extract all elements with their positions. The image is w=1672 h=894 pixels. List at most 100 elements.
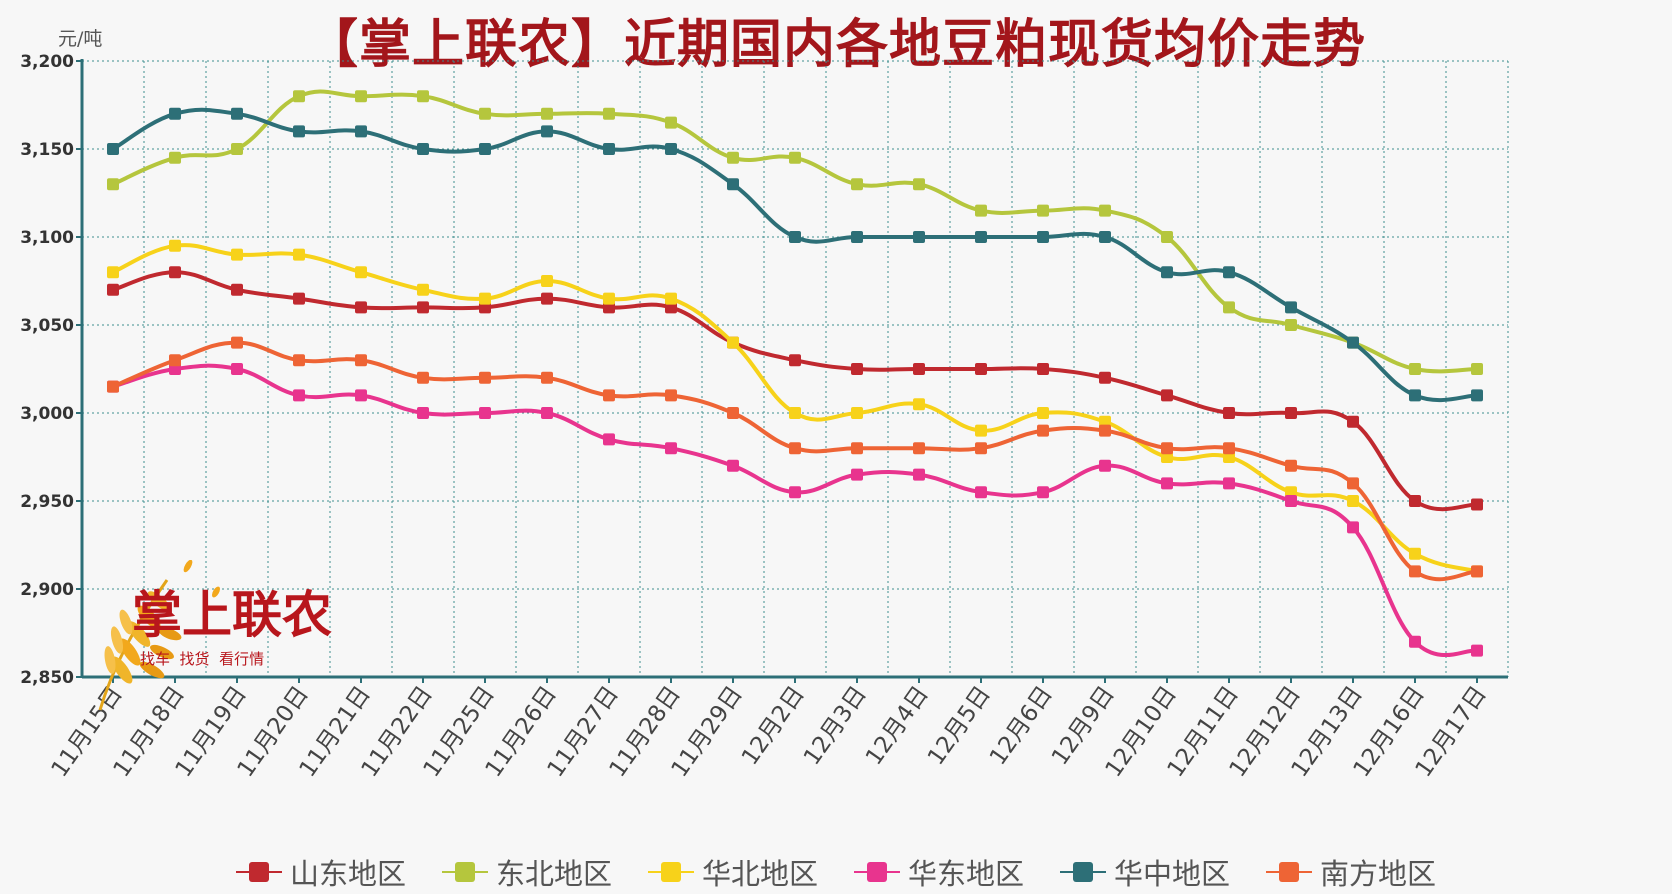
data-point [1161,477,1173,490]
data-point [975,231,987,243]
data-point [1471,644,1483,657]
data-point [417,90,429,103]
data-point [1285,459,1297,472]
data-point [1037,204,1049,217]
data-point [1161,389,1173,402]
data-point [727,336,739,349]
data-point [107,380,119,393]
data-point [727,178,739,191]
y-axis-unit-label: 元/吨 [58,28,102,50]
data-point [975,442,987,455]
series-6 [107,336,1483,582]
data-point [1347,415,1359,428]
data-point [851,178,863,191]
y-axis: 2,850 2,900 2,950 3,000 3,050 3,100 3,150 3,200 [20,52,84,688]
data-point [541,407,553,419]
legend: 山东地区 东北地区 华北地区 华东地区 华中地区 南方地区 [0,852,1672,892]
x-tick-label: 12月2日 [737,682,810,771]
data-point [107,283,119,296]
data-point [1161,442,1173,455]
data-point [727,151,739,164]
data-point [1099,231,1111,243]
data-point [665,292,677,305]
data-point [231,283,243,296]
data-point [1037,424,1049,437]
legend-swatch-icon [235,861,282,883]
legend-item[interactable]: 华中地区 [1060,851,1230,893]
data-point [293,248,305,261]
data-point [479,107,491,120]
data-point [1347,477,1359,490]
data-point [1409,495,1421,507]
data-point [603,292,615,305]
data-point [169,107,181,120]
data-point [355,354,367,367]
legend-swatch-icon [647,861,694,883]
data-point [1409,547,1421,560]
data-point [1099,424,1111,437]
data-point [1471,498,1483,511]
data-point [727,459,739,472]
legend-item[interactable]: 南方地区 [1266,851,1436,893]
data-point [1285,301,1297,314]
data-point [417,143,429,155]
data-point [1161,231,1173,243]
series-group [107,89,1483,658]
data-point [1409,565,1421,578]
data-point [789,407,801,419]
logo-slogan-text: 找车 找货 看行情 [140,650,264,668]
data-point [541,125,553,138]
legend-item[interactable]: 华北地区 [647,851,818,893]
legend-label: 华中地区 [1114,857,1231,891]
data-point [1223,301,1235,314]
data-point [975,486,987,499]
data-point [1037,407,1049,419]
data-point [1037,231,1049,243]
data-point [665,143,677,155]
data-point [231,143,243,155]
legend-item[interactable]: 华东地区 [854,851,1024,893]
data-point [541,107,553,120]
data-point [293,292,305,305]
data-point [789,486,801,499]
data-point [107,266,119,279]
y-tick-label: 2,900 [20,580,74,600]
logo-brand-text: 掌上联农 [132,585,332,644]
y-tick-label: 3,200 [20,52,74,72]
legend-item[interactable]: 山东地区 [235,851,406,893]
legend-swatch-icon [1266,861,1313,883]
data-point [975,424,987,437]
legend-label: 华北地区 [701,857,818,891]
data-point [789,151,801,164]
series-line [112,340,1478,582]
data-point [851,363,863,375]
data-point [665,442,677,455]
data-point [603,107,615,120]
data-point [913,398,925,411]
legend-label: 华东地区 [908,857,1025,891]
data-point [913,468,925,481]
y-tick-label: 3,150 [20,140,74,160]
data-point [169,266,181,279]
series-line [112,270,1478,512]
data-point [231,363,243,375]
data-point [665,116,677,129]
legend-label: 南方地区 [1320,857,1437,891]
x-tick-label: 12月4日 [861,682,934,771]
data-point [107,178,119,191]
data-point [727,407,739,419]
data-point [293,125,305,138]
data-point [1285,319,1297,331]
legend-item[interactable]: 东北地区 [441,851,612,893]
x-tick-label: 12月6日 [985,682,1058,771]
legend-label: 东北地区 [495,857,612,891]
data-point [1099,371,1111,384]
y-tick-label: 3,050 [20,316,74,336]
data-point [1223,407,1235,419]
series-1 [107,266,1483,512]
data-point [541,275,553,287]
series-5 [107,107,1483,403]
series-line [112,363,1478,658]
x-tick-label: 12月5日 [923,682,996,771]
data-point [603,143,615,155]
